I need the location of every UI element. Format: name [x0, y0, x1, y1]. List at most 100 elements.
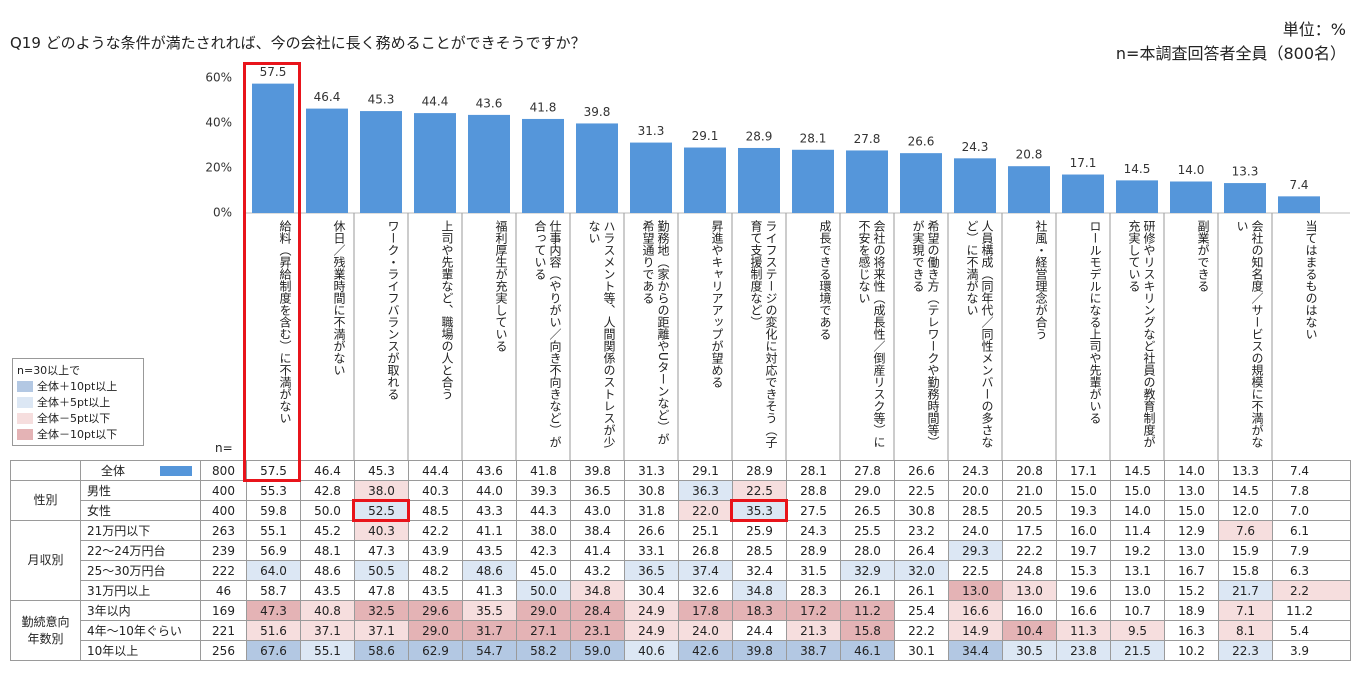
value-label: 7.4 — [1289, 178, 1308, 192]
bar — [792, 149, 834, 213]
row-label-wrap: 全体 — [87, 462, 200, 479]
table-cell: 34.4 — [948, 640, 1003, 661]
table-cell: 21.7 — [1218, 580, 1273, 601]
table-cell: 22.2 — [1002, 540, 1057, 561]
table-cell: 58.6 — [354, 640, 409, 661]
table-cell: 30.5 — [1002, 640, 1057, 661]
table-cell: 6.3 — [1272, 560, 1351, 581]
table-cell: 12.0 — [1218, 500, 1273, 521]
table-cell: 23.8 — [1056, 640, 1111, 661]
table-cell: 24.8 — [1002, 560, 1057, 581]
category-label: 勤務地（家からの距離やUターンなど）が希望通りである — [641, 220, 670, 445]
n-cell: 222 — [200, 560, 247, 581]
table-cell: 42.3 — [516, 540, 571, 561]
value-label: 43.6 — [476, 96, 503, 110]
table-cell: 44.3 — [516, 500, 571, 521]
table-cell: 46.4 — [300, 460, 355, 481]
legend-label: 全体＋5pt以上 — [37, 396, 111, 409]
table-cell: 45.0 — [516, 560, 571, 581]
table-cell: 59.8 — [246, 500, 301, 521]
y-tick-label: 20% — [205, 161, 232, 175]
n-cell: 46 — [200, 580, 247, 601]
bar — [414, 113, 456, 213]
table-cell: 31.3 — [624, 460, 679, 481]
table-cell: 11.4 — [1110, 520, 1165, 541]
value-label: 41.8 — [530, 100, 557, 114]
table-cell: 3.9 — [1272, 640, 1351, 661]
table-cell: 24.0 — [948, 520, 1003, 541]
n-cell: 169 — [200, 600, 247, 621]
table-cell: 28.5 — [948, 500, 1003, 521]
table-cell: 29.6 — [408, 600, 463, 621]
table-cell: 40.3 — [354, 520, 409, 541]
table-cell: 10.4 — [1002, 620, 1057, 641]
legend-title: n=30以上で — [17, 364, 81, 377]
value-label: 44.4 — [422, 95, 449, 109]
table-cell: 7.9 — [1272, 540, 1351, 561]
n-cell: 239 — [200, 540, 247, 561]
bar — [306, 108, 348, 213]
group-label: 勤続意向 年数別 — [10, 600, 81, 661]
row-label: 31万円以上 — [80, 580, 201, 601]
table-cell: 32.6 — [678, 580, 733, 601]
legend-swatch — [17, 396, 33, 408]
table-cell: 22.0 — [678, 500, 733, 521]
legend-item: 全体－10pt以下 — [17, 426, 139, 442]
table-row: 31万円以上 46 58.7 43.5 47.8 43.5 41.3 50.0 34.8 30.4… — [11, 580, 1351, 601]
value-label: 20.8 — [1016, 148, 1043, 162]
table-cell: 26.1 — [840, 580, 895, 601]
table-cell: 24.0 — [678, 620, 733, 641]
table-cell: 12.9 — [1164, 520, 1219, 541]
table-cell: 43.9 — [408, 540, 463, 561]
table-cell: 39.8 — [570, 460, 625, 481]
table-cell: 28.4 — [570, 600, 625, 621]
table-cell: 16.6 — [948, 600, 1003, 621]
table-cell: 15.0 — [1056, 480, 1111, 501]
table-cell: 31.5 — [786, 560, 841, 581]
table-cell: 16.0 — [1002, 600, 1057, 621]
table-cell: 13.3 — [1218, 460, 1273, 481]
table-cell: 26.6 — [624, 520, 679, 541]
table-cell: 15.0 — [1164, 500, 1219, 521]
table-cell: 13.0 — [1164, 540, 1219, 561]
table-cell: 26.8 — [678, 540, 733, 561]
table-cell: 48.1 — [300, 540, 355, 561]
category-label: 副業ができる — [1196, 220, 1210, 292]
group-label: 月収別 — [10, 520, 81, 601]
table-cell: 34.8 — [732, 580, 787, 601]
bar — [522, 118, 564, 213]
table-cell: 36.5 — [570, 480, 625, 501]
table-cell: 15.2 — [1164, 580, 1219, 601]
value-label: 27.8 — [854, 132, 881, 146]
table-cell: 30.8 — [624, 480, 679, 501]
table-cell: 28.5 — [732, 540, 787, 561]
table-cell: 25.1 — [678, 520, 733, 541]
value-label: 39.8 — [584, 105, 611, 119]
table-cell: 17.8 — [678, 600, 733, 621]
table-cell: 19.2 — [1110, 540, 1165, 561]
bar — [576, 123, 618, 213]
table-cell: 14.0 — [1164, 460, 1219, 481]
category-label: 希望の働き方（テレワークや勤務時間等）が実現できる — [911, 220, 940, 448]
legend-label: 全体－10pt以下 — [37, 428, 118, 441]
table-cell: 37.1 — [354, 620, 409, 641]
table-cell: 31.8 — [624, 500, 679, 521]
table-cell: 24.9 — [624, 600, 679, 621]
bar — [630, 142, 672, 213]
legend-swatch — [17, 412, 33, 424]
table-cell: 20.8 — [1002, 460, 1057, 481]
table-cell: 67.6 — [246, 640, 301, 661]
table-cell: 13.0 — [948, 580, 1003, 601]
legend-item: 全体＋10pt以上 — [17, 378, 139, 394]
table-cell: 27.1 — [516, 620, 571, 641]
table-cell: 13.0 — [1164, 480, 1219, 501]
bar — [1008, 166, 1050, 213]
table-cell: 43.6 — [462, 460, 517, 481]
table-cell: 51.6 — [246, 620, 301, 641]
table-cell: 40.6 — [624, 640, 679, 661]
table-cell: 25.4 — [894, 600, 949, 621]
table-cell: 23.1 — [570, 620, 625, 641]
table-cell: 29.0 — [840, 480, 895, 501]
table-cell: 38.0 — [354, 480, 409, 501]
table-cell: 41.3 — [462, 580, 517, 601]
